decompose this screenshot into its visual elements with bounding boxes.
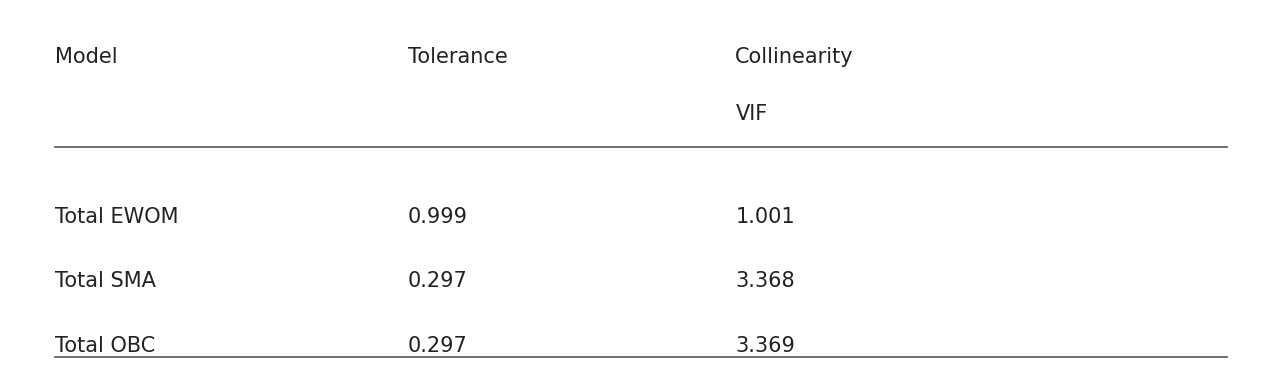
Text: 0.999: 0.999 <box>407 207 467 227</box>
Text: VIF: VIF <box>735 104 768 124</box>
Text: Model: Model <box>55 47 117 67</box>
Text: Total OBC: Total OBC <box>55 335 155 356</box>
Text: Tolerance: Tolerance <box>407 47 508 67</box>
Text: 3.369: 3.369 <box>735 335 796 356</box>
Text: 3.368: 3.368 <box>735 272 794 291</box>
Text: 1.001: 1.001 <box>735 207 794 227</box>
Text: 0.297: 0.297 <box>407 335 467 356</box>
Text: 0.297: 0.297 <box>407 272 467 291</box>
Text: Collinearity: Collinearity <box>735 47 854 67</box>
Text: Total SMA: Total SMA <box>55 272 156 291</box>
Text: Total EWOM: Total EWOM <box>55 207 178 227</box>
